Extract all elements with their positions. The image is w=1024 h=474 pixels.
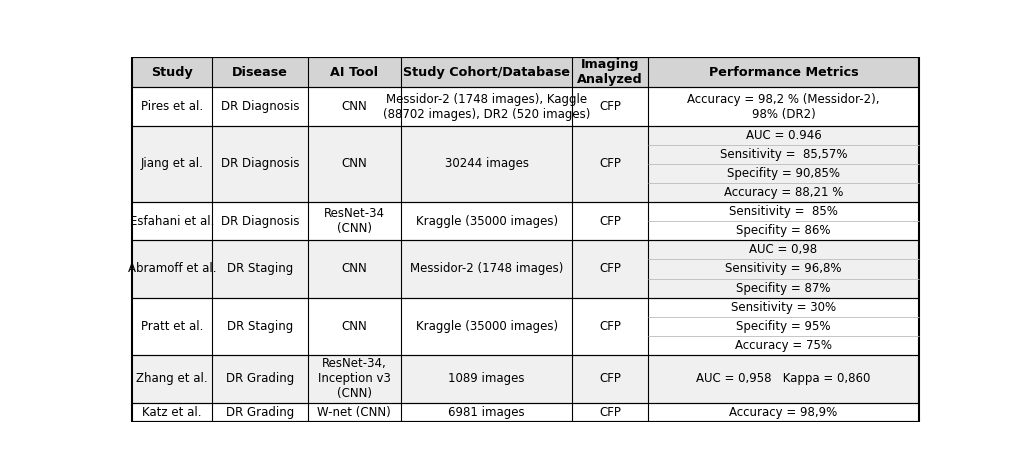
Text: 30244 images: 30244 images [444, 157, 528, 170]
Text: Sensitivity = 96,8%: Sensitivity = 96,8% [725, 263, 842, 275]
Text: Accuracy = 98,9%: Accuracy = 98,9% [729, 406, 838, 419]
Text: Messidor-2 (1748 images): Messidor-2 (1748 images) [410, 263, 563, 275]
Text: Sensitivity =  85,57%: Sensitivity = 85,57% [720, 148, 847, 161]
Text: CNN: CNN [341, 320, 368, 333]
Bar [132, 57, 920, 88]
Text: CFP: CFP [599, 406, 622, 419]
Bar [132, 202, 920, 240]
Bar [132, 88, 920, 126]
Text: ResNet-34,
Inception v3
(CNN): ResNet-34, Inception v3 (CNN) [317, 357, 391, 401]
Text: AUC = 0.946: AUC = 0.946 [745, 129, 821, 142]
Text: Accuracy = 88,21 %: Accuracy = 88,21 % [724, 186, 843, 199]
Text: Kraggle (35000 images): Kraggle (35000 images) [416, 215, 558, 228]
Text: Pires et al.: Pires et al. [141, 100, 203, 113]
Text: 6981 images: 6981 images [449, 406, 525, 419]
Text: Accuracy = 75%: Accuracy = 75% [735, 339, 831, 352]
Text: Accuracy = 98,2 % (Messidor-2),
98% (DR2): Accuracy = 98,2 % (Messidor-2), 98% (DR2… [687, 92, 880, 120]
Text: Sensitivity = 30%: Sensitivity = 30% [731, 301, 836, 314]
Text: CFP: CFP [599, 373, 622, 385]
Text: Disease: Disease [232, 66, 288, 79]
Text: Specifity = 87%: Specifity = 87% [736, 282, 830, 295]
Text: W-net (CNN): W-net (CNN) [317, 406, 391, 419]
Text: Specifity = 86%: Specifity = 86% [736, 224, 830, 237]
Text: Jiang et al.: Jiang et al. [140, 157, 204, 170]
Text: CFP: CFP [599, 263, 622, 275]
Text: Abramoff et al.: Abramoff et al. [128, 263, 216, 275]
Text: CNN: CNN [341, 263, 368, 275]
Text: Specifity = 90,85%: Specifity = 90,85% [727, 167, 840, 180]
Text: Pratt et al.: Pratt et al. [140, 320, 203, 333]
Text: DR Diagnosis: DR Diagnosis [220, 215, 299, 228]
Text: ResNet-34
(CNN): ResNet-34 (CNN) [324, 207, 385, 235]
Text: DR Grading: DR Grading [225, 406, 294, 419]
Text: DR Staging: DR Staging [226, 320, 293, 333]
Text: DR Diagnosis: DR Diagnosis [220, 100, 299, 113]
Text: CNN: CNN [341, 100, 368, 113]
Text: Imaging
Analyzed: Imaging Analyzed [578, 58, 643, 86]
Text: Zhang et al.: Zhang et al. [136, 373, 208, 385]
Text: Esfahani et al.: Esfahani et al. [130, 215, 214, 228]
Bar [132, 355, 920, 403]
Text: AUC = 0,98: AUC = 0,98 [750, 243, 817, 256]
Text: CFP: CFP [599, 157, 622, 170]
Text: AI Tool: AI Tool [331, 66, 379, 79]
Text: CFP: CFP [599, 320, 622, 333]
Text: Messidor-2 (1748 images), Kaggle
(88702 images), DR2 (520 images): Messidor-2 (1748 images), Kaggle (88702 … [383, 92, 590, 120]
Bar [132, 240, 920, 298]
Text: Study Cohort/Database: Study Cohort/Database [403, 66, 570, 79]
Text: CNN: CNN [341, 157, 368, 170]
Text: 1089 images: 1089 images [449, 373, 525, 385]
Bar [132, 126, 920, 202]
Text: DR Diagnosis: DR Diagnosis [220, 157, 299, 170]
Text: Kraggle (35000 images): Kraggle (35000 images) [416, 320, 558, 333]
Text: Study: Study [152, 66, 193, 79]
Text: Katz et al.: Katz et al. [142, 406, 202, 419]
Text: AUC = 0,958   Kappa = 0,860: AUC = 0,958 Kappa = 0,860 [696, 373, 870, 385]
Text: Performance Metrics: Performance Metrics [709, 66, 858, 79]
Bar [132, 403, 920, 422]
Text: DR Grading: DR Grading [225, 373, 294, 385]
Text: Specifity = 95%: Specifity = 95% [736, 320, 830, 333]
Text: CFP: CFP [599, 100, 622, 113]
Bar [132, 298, 920, 355]
Text: DR Staging: DR Staging [226, 263, 293, 275]
Text: CFP: CFP [599, 215, 622, 228]
Text: Sensitivity =  85%: Sensitivity = 85% [729, 205, 838, 218]
